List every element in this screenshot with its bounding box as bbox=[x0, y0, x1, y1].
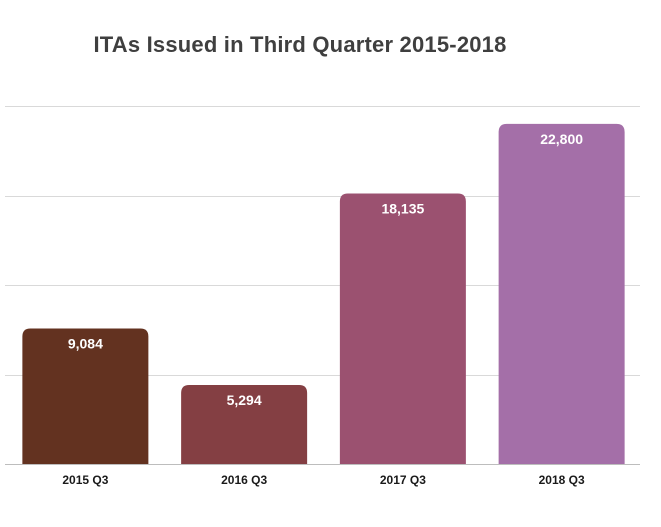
x-tick-label: 2016 Q3 bbox=[221, 473, 267, 487]
x-tick-label: 2017 Q3 bbox=[380, 473, 426, 487]
bars bbox=[22, 123, 625, 465]
bar-value-label: 9,084 bbox=[68, 335, 103, 351]
bar-value-label: 18,135 bbox=[381, 200, 424, 216]
chart-title: ITAs Issued in Third Quarter 2015-2018 bbox=[93, 32, 507, 57]
bar bbox=[22, 328, 149, 464]
bar bbox=[339, 193, 466, 464]
bar bbox=[498, 123, 625, 465]
bar-value-label: 22,800 bbox=[540, 131, 583, 147]
x-tick-label: 2018 Q3 bbox=[539, 473, 585, 487]
x-tick-label: 2015 Q3 bbox=[62, 473, 108, 487]
bar bbox=[181, 385, 308, 464]
x-axis-tick-labels: 2015 Q3 2016 Q3 2017 Q3 2018 Q3 bbox=[62, 473, 585, 487]
bar-value-label: 5,294 bbox=[227, 392, 262, 408]
bar-value-labels: 9,084 5,294 18,135 22,800 bbox=[68, 131, 583, 408]
